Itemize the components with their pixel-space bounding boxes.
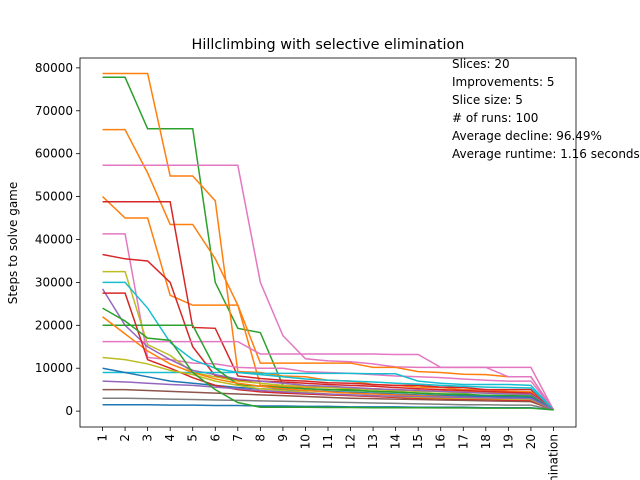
y-tick-label: 30000 <box>35 275 73 289</box>
series-line <box>102 196 555 411</box>
annotation: Average decline: 96.49% <box>452 129 602 143</box>
annotation: Slices: 20 <box>452 57 510 71</box>
x-tick-label: 6 <box>208 434 222 442</box>
y-tick-label: 70000 <box>35 104 73 118</box>
series-line <box>102 281 554 411</box>
series-line <box>102 340 555 411</box>
annotation: Slice size: 5 <box>452 93 523 107</box>
x-tick-label: 12 <box>344 434 358 449</box>
annotation: # of runs: 100 <box>452 111 538 125</box>
x-tick-label: 18 <box>479 434 493 449</box>
y-tick-label: 10000 <box>35 361 73 375</box>
x-tick-label: 14 <box>389 434 403 449</box>
x-tick-label: 9 <box>276 434 290 442</box>
x-tick-label: 7 <box>231 434 245 442</box>
y-tick-label: 80000 <box>35 61 73 75</box>
y-axis-label: Steps to solve game <box>6 182 20 305</box>
y-tick-label: 20000 <box>35 318 73 332</box>
chart-title: Hillclimbing with selective elimination <box>192 37 465 53</box>
x-tick-label: 8 <box>253 434 267 442</box>
series-line <box>102 307 554 411</box>
x-tick-label: 5 <box>186 434 200 442</box>
series-line <box>102 253 554 411</box>
x-tick-label: 13 <box>366 434 380 449</box>
x-tick-label: Elimination <box>546 434 560 480</box>
x-tick-label: 1 <box>96 434 110 442</box>
series-line <box>101 288 554 411</box>
series-line <box>102 388 554 411</box>
x-tick-label: 10 <box>298 434 312 449</box>
x-tick-label: 19 <box>501 434 515 449</box>
x-tick-label: 11 <box>321 434 335 449</box>
series-line <box>102 380 554 411</box>
x-tick-label: 16 <box>434 434 448 449</box>
series-line <box>102 324 554 411</box>
annotation: Average runtime: 1.16 seconds <box>452 147 640 161</box>
x-tick-label: 4 <box>163 434 177 442</box>
y-tick-label: 50000 <box>35 190 73 204</box>
annotation: Improvements: 5 <box>452 75 554 89</box>
series-line <box>102 397 554 411</box>
y-tick-label: 40000 <box>35 232 73 246</box>
y-tick-label: 0 <box>65 404 73 418</box>
y-tick-label: 60000 <box>35 147 73 161</box>
series-line <box>102 200 554 411</box>
x-tick-label: 17 <box>456 434 470 449</box>
x-tick-label: 15 <box>411 434 425 449</box>
x-tick-label: 20 <box>524 434 538 449</box>
x-tick-label: 2 <box>118 434 132 442</box>
x-tick-label: 3 <box>141 434 155 442</box>
axes-frame <box>79 57 577 428</box>
